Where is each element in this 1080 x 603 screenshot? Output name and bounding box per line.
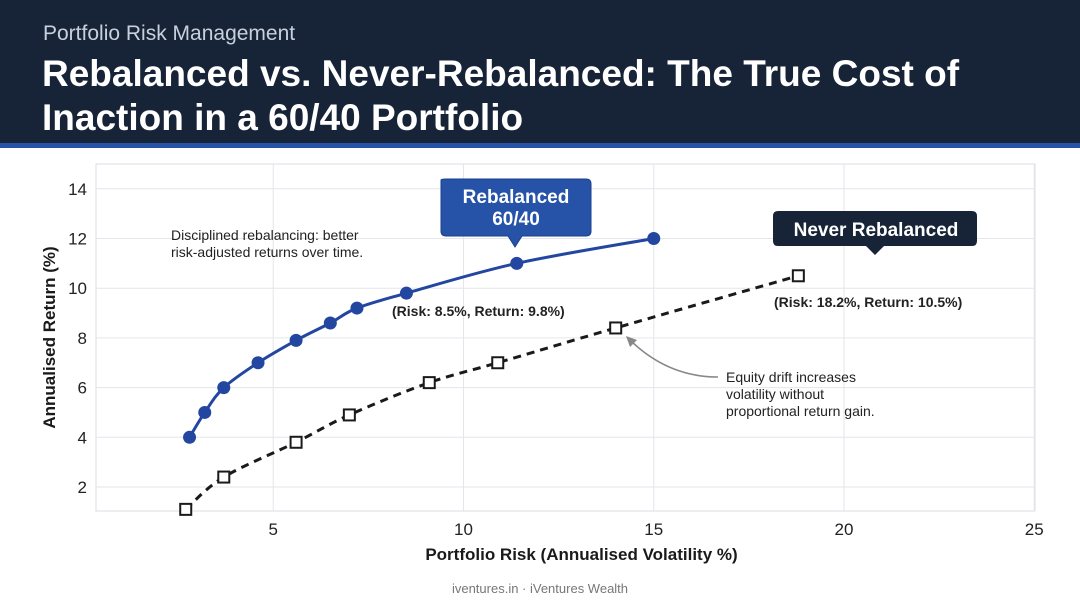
y-tick-label: 6 <box>78 379 87 398</box>
note-equity-drift-line3: proportional return gain. <box>726 403 875 419</box>
risk-return-chart: 5 10 15 20 25 2 4 6 8 10 12 14 Portfolio Risk (Annua… <box>40 163 1044 564</box>
data-point-rebalanced <box>289 333 303 347</box>
callout-never-rebalanced <box>773 211 977 255</box>
note-rebalancing-line1: Disciplined rebalancing: better <box>171 227 359 243</box>
y-tick-label: 2 <box>78 478 87 497</box>
data-point-rebalanced <box>183 430 197 444</box>
data-point-never-rebalanced <box>342 408 356 422</box>
data-point-rebalanced <box>647 232 661 245</box>
x-tick-label: 25 <box>1025 520 1044 539</box>
annotation-arrow <box>629 339 719 378</box>
y-tick-label: 10 <box>68 279 87 298</box>
label-rebalanced-point: (Risk: 8.5%, Return: 9.8%) <box>392 303 565 319</box>
y-tick-label: 8 <box>78 329 87 348</box>
callout-rebalanced <box>440 178 592 248</box>
data-point-never-rebalanced <box>791 269 805 283</box>
data-point-rebalanced <box>350 301 364 315</box>
footer-credit: iventures.in · iVentures Wealth <box>451 581 629 596</box>
data-point-never-rebalanced <box>289 435 303 449</box>
data-point-never-rebalanced <box>422 376 436 390</box>
data-point-rebalanced <box>399 286 413 300</box>
x-tick-label: 10 <box>454 520 473 539</box>
data-point-never-rebalanced <box>217 470 231 484</box>
label-never-point: (Risk: 18.2%, Return: 10.5%) <box>774 294 962 310</box>
data-point-rebalanced <box>323 316 337 330</box>
series-line-never-rebalanced <box>184 274 799 511</box>
data-point-rebalanced <box>198 405 212 419</box>
y-tick-label: 4 <box>78 428 87 447</box>
data-point-never-rebalanced <box>491 356 505 370</box>
x-tick-label: 15 <box>644 520 663 539</box>
page-title: Rebalanced vs. Never-Rebalanced: The Tru… <box>42 53 960 138</box>
data-point-never-rebalanced <box>179 502 193 516</box>
data-point-rebalanced <box>217 381 231 395</box>
x-axis-label: Portfolio Risk (Annualised Volatility %) <box>425 545 737 564</box>
data-point-rebalanced <box>510 256 524 270</box>
x-tick-label: 20 <box>835 520 854 539</box>
y-tick-label: 14 <box>68 180 87 199</box>
note-equity-drift-line2: volatility without <box>726 386 824 402</box>
annotation-arrow-head <box>626 336 637 347</box>
y-tick-label: 12 <box>68 230 87 249</box>
header-banner: Portfolio Risk Management Rebalanced vs.… <box>0 0 1080 143</box>
page-kicker: Portfolio Risk Management <box>43 22 296 45</box>
callout-rebalanced-line1: Rebalanced <box>463 187 570 208</box>
callout-rebalanced-line2: 60/40 <box>492 209 540 230</box>
data-point-rebalanced <box>251 356 265 370</box>
note-equity-drift-line1: Equity drift increases <box>726 369 856 385</box>
callout-never-rebalanced-label: Never Rebalanced <box>794 220 959 241</box>
y-axis-label: Annualised Return (%) <box>40 246 59 428</box>
note-rebalancing-line2: risk-adjusted returns over time. <box>171 244 363 260</box>
header-accent-stripe <box>0 143 1080 148</box>
x-tick-label: 5 <box>269 520 278 539</box>
data-point-never-rebalanced <box>609 321 623 335</box>
